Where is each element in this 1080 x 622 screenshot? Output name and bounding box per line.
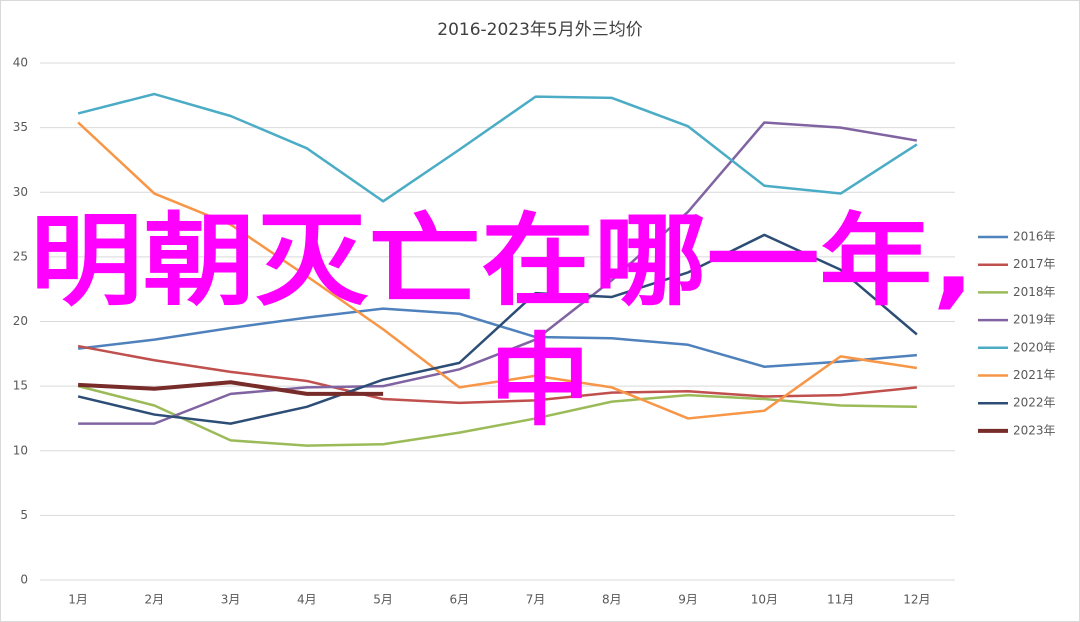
x-tick-label: 5月: [373, 593, 393, 607]
chart-title: 2016-2023年5月外三均价: [437, 20, 642, 40]
legend-label: 2021年: [1013, 368, 1056, 382]
x-tick-label: 2月: [145, 593, 165, 607]
series-line: [77, 92, 918, 203]
x-tick-label: 1月: [68, 593, 88, 607]
x-tick-label: 3月: [221, 593, 241, 607]
y-tick-label: 5: [20, 508, 28, 522]
series-line: [77, 121, 918, 420]
y-tick-label: 20: [13, 314, 28, 328]
series-line: [77, 344, 918, 405]
x-tick-label: 4月: [297, 593, 317, 607]
y-tick-label: 35: [13, 120, 28, 134]
series-line: [78, 380, 384, 396]
series-line: [77, 233, 918, 425]
y-tick-label: 25: [13, 249, 28, 263]
overlay-text: 明朝灭亡在哪一年,: [30, 202, 975, 319]
legend-label: 2022年: [1013, 396, 1056, 410]
y-tick-label: 0: [20, 573, 28, 587]
overlay-text: 中: [490, 322, 590, 439]
y-tick-label: 40: [13, 56, 28, 70]
y-tick-label: 10: [13, 443, 28, 457]
x-tick-label: 8月: [602, 593, 622, 607]
series-line: [77, 307, 917, 368]
legend-label: 2016年: [1013, 230, 1056, 244]
y-tick-label: 30: [13, 185, 28, 199]
y-tick-label: 15: [13, 379, 28, 393]
legend-label: 2019年: [1013, 313, 1056, 327]
x-tick-label: 11月: [827, 593, 854, 607]
series-line: [78, 121, 918, 425]
x-tick-label: 12月: [903, 593, 930, 607]
legend-label: 2023年: [1013, 423, 1056, 437]
x-tick-label: 7月: [526, 593, 546, 607]
legend-label: 2017年: [1013, 257, 1056, 271]
legend-label: 2020年: [1013, 340, 1056, 354]
legend-label: 2018年: [1013, 285, 1056, 299]
x-tick-label: 6月: [450, 593, 470, 607]
x-tick-label: 10月: [751, 593, 778, 607]
x-tick-label: 9月: [678, 593, 698, 607]
